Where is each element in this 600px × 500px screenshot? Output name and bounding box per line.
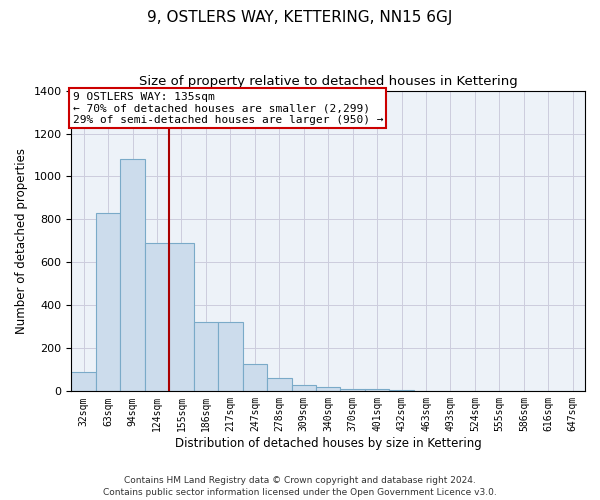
Bar [121, 160, 145, 392]
Bar [169, 243, 194, 392]
Y-axis label: Number of detached properties: Number of detached properties [15, 148, 28, 334]
Text: 9 OSTLERS WAY: 135sqm
← 70% of detached houses are smaller (2,299)
29% of semi-d: 9 OSTLERS WAY: 135sqm ← 70% of detached … [73, 92, 383, 125]
Bar [365, 389, 389, 392]
X-axis label: Distribution of detached houses by size in Kettering: Distribution of detached houses by size … [175, 437, 482, 450]
Text: 9, OSTLERS WAY, KETTERING, NN15 6GJ: 9, OSTLERS WAY, KETTERING, NN15 6GJ [148, 10, 452, 25]
Bar [96, 213, 121, 392]
Bar [218, 322, 242, 392]
Bar [194, 322, 218, 392]
Bar [292, 386, 316, 392]
Bar [267, 378, 292, 392]
Bar [316, 387, 340, 392]
Title: Size of property relative to detached houses in Kettering: Size of property relative to detached ho… [139, 75, 518, 88]
Bar [242, 364, 267, 392]
Bar [340, 389, 365, 392]
Bar [389, 390, 414, 392]
Bar [145, 243, 169, 392]
Bar [414, 390, 438, 392]
Bar [71, 372, 96, 392]
Text: Contains HM Land Registry data © Crown copyright and database right 2024.
Contai: Contains HM Land Registry data © Crown c… [103, 476, 497, 497]
